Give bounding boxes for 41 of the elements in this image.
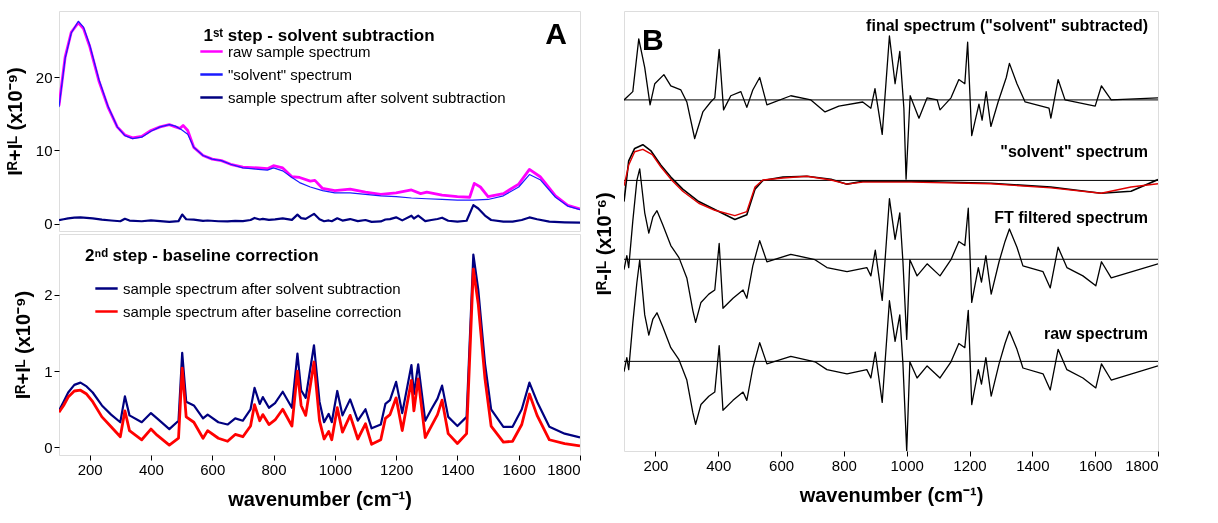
x-tick-label: 200 bbox=[643, 456, 669, 474]
x-tick-label: 1000 bbox=[890, 456, 924, 474]
x-tick-label: 800 bbox=[831, 456, 857, 474]
x-tick-label: 1400 bbox=[1016, 456, 1050, 474]
annotation: A bbox=[545, 17, 567, 50]
x-tick-label: 1600 bbox=[502, 460, 536, 478]
y-tick-label: 20 bbox=[35, 68, 53, 86]
annotation: B bbox=[642, 23, 664, 56]
x-tick-label: 600 bbox=[200, 460, 226, 478]
x-tick-label: 600 bbox=[769, 456, 795, 474]
y-axis-title: Iᴿ+Iᴸ (x10⁻⁹) bbox=[12, 290, 35, 400]
y-axis-title: Iᴿ+Iᴸ (x10⁻⁹) bbox=[3, 67, 26, 176]
x-tick-label: 1800 bbox=[1125, 456, 1159, 474]
y-tick-label: 0 bbox=[44, 438, 53, 456]
y-axis-title: Iᴿ-Iᴸ (x10⁻⁶) bbox=[592, 192, 615, 296]
y-tick-label: 10 bbox=[35, 141, 53, 159]
x-tick-label: 1600 bbox=[1078, 456, 1113, 474]
y-tick-label: 0 bbox=[44, 215, 53, 233]
x-tick-label: 200 bbox=[77, 460, 103, 478]
x-tick-label: 1800 bbox=[547, 460, 581, 478]
x-tick-label: 1200 bbox=[953, 456, 987, 474]
series-label: "solvent" spectrum bbox=[1000, 142, 1148, 160]
legend-label: sample spectrum after solvent subtraction bbox=[228, 88, 506, 106]
x-tick-label: 400 bbox=[138, 460, 164, 478]
text: 2ⁿᵈ step - baseline correction bbox=[85, 246, 319, 265]
x-axis-title: wavenumber (cm⁻¹) bbox=[227, 487, 412, 510]
legend-label: sample spectrum after solvent subtraction bbox=[123, 279, 401, 297]
x-tick-label: 1000 bbox=[318, 460, 353, 478]
x-axis-title: wavenumber (cm⁻¹) bbox=[798, 483, 984, 506]
x-tick-label: 1200 bbox=[379, 460, 414, 478]
legend-label: sample spectrum after baseline correction bbox=[123, 302, 402, 320]
x-tick-label: 1400 bbox=[441, 460, 475, 478]
series-label: final spectrum ("solvent" subtracted) bbox=[866, 16, 1148, 34]
y-tick-label: 2 bbox=[44, 286, 53, 304]
text: 1ˢᵗ step - solvent subtraction bbox=[203, 26, 435, 45]
series-label: raw spectrum bbox=[1043, 324, 1148, 342]
y-tick-label: 1 bbox=[44, 362, 53, 380]
series-label: FT filtered spectrum bbox=[994, 208, 1148, 226]
legend-label: "solvent" spectrum bbox=[228, 65, 353, 83]
x-tick-label: 400 bbox=[706, 456, 732, 474]
x-tick-label: 800 bbox=[261, 460, 287, 478]
